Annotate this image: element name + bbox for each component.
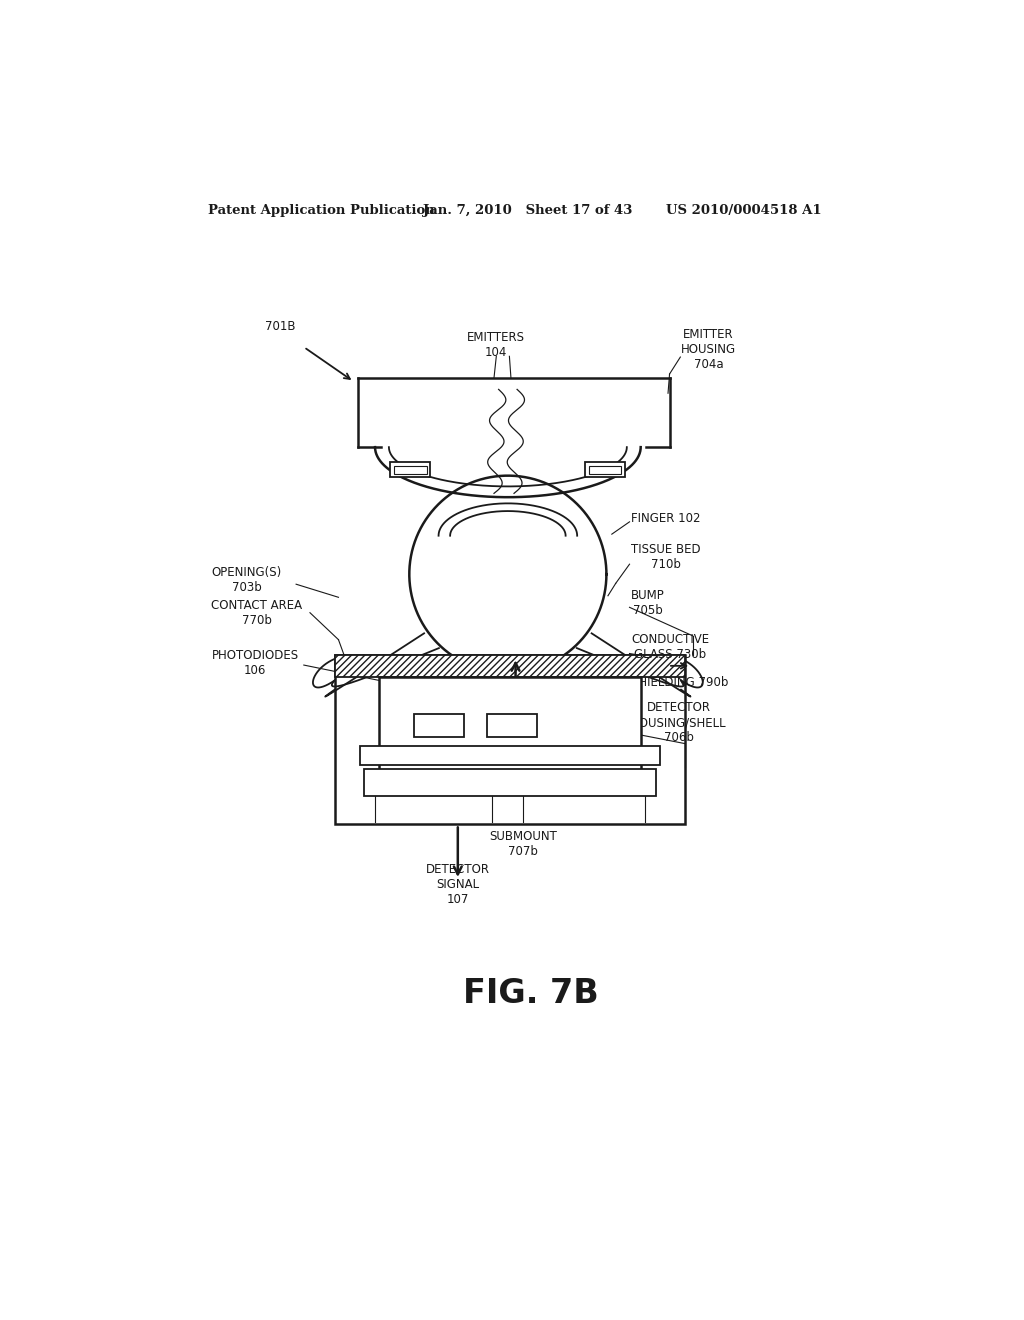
Bar xyxy=(379,677,641,791)
Text: Patent Application Publication: Patent Application Publication xyxy=(208,205,434,218)
Text: US 2010/0004518 A1: US 2010/0004518 A1 xyxy=(666,205,821,218)
Bar xyxy=(394,466,427,474)
Text: OPENING(S)
703b: OPENING(S) 703b xyxy=(211,566,282,594)
Bar xyxy=(414,714,464,737)
Text: EMITTERS
104: EMITTERS 104 xyxy=(467,331,525,359)
Text: Jan. 7, 2010   Sheet 17 of 43: Jan. 7, 2010 Sheet 17 of 43 xyxy=(423,205,633,218)
Text: BUMP
705b: BUMP 705b xyxy=(631,590,665,618)
Bar xyxy=(589,466,622,474)
Text: FIG. 7B: FIG. 7B xyxy=(463,977,599,1010)
Text: DETECTOR
HOUSING/SHELL
706b: DETECTOR HOUSING/SHELL 706b xyxy=(631,701,727,744)
Bar xyxy=(364,770,656,796)
Bar xyxy=(360,746,660,766)
Bar xyxy=(390,462,430,478)
Bar xyxy=(487,714,538,737)
Text: TISSUE BED
710b: TISSUE BED 710b xyxy=(631,544,700,572)
Bar xyxy=(586,462,626,478)
Text: SHIELDING 790b: SHIELDING 790b xyxy=(631,676,728,689)
Text: EMITTER
HOUSING
704a: EMITTER HOUSING 704a xyxy=(681,327,736,371)
Text: FINGER 102: FINGER 102 xyxy=(631,512,700,525)
Bar xyxy=(335,655,685,677)
Text: CONDUCTIVE
GLASS 730b: CONDUCTIVE GLASS 730b xyxy=(631,632,710,660)
Text: PHOTODIODES
106: PHOTODIODES 106 xyxy=(211,648,299,677)
Bar xyxy=(335,655,685,825)
Text: CONTACT AREA
770b: CONTACT AREA 770b xyxy=(211,599,302,627)
Text: DETECTOR
SIGNAL
107: DETECTOR SIGNAL 107 xyxy=(426,863,489,906)
Text: SUBMOUNT
707b: SUBMOUNT 707b xyxy=(489,830,557,858)
Text: 701B: 701B xyxy=(265,319,296,333)
